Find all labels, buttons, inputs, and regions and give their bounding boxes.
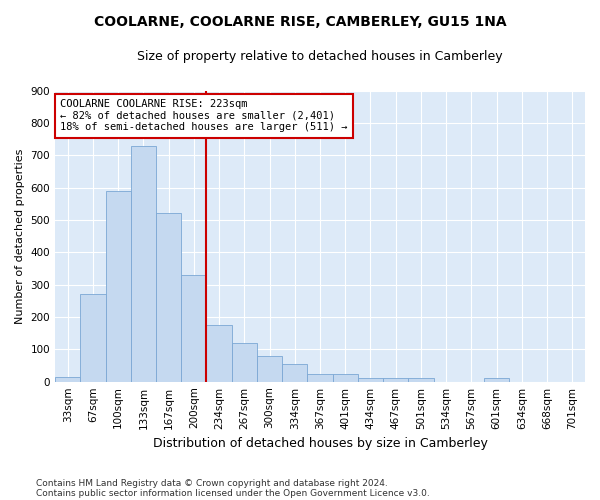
Bar bbox=[307, 374, 332, 382]
Text: COOLARNE, COOLARNE RISE, CAMBERLEY, GU15 1NA: COOLARNE, COOLARNE RISE, CAMBERLEY, GU15… bbox=[94, 15, 506, 29]
Y-axis label: Number of detached properties: Number of detached properties bbox=[15, 148, 25, 324]
Text: Contains public sector information licensed under the Open Government Licence v3: Contains public sector information licen… bbox=[36, 488, 430, 498]
Text: Contains HM Land Registry data © Crown copyright and database right 2024.: Contains HM Land Registry data © Crown c… bbox=[36, 478, 388, 488]
Bar bbox=[282, 364, 307, 382]
Bar bbox=[206, 325, 232, 382]
Bar bbox=[80, 294, 106, 382]
Bar bbox=[181, 275, 206, 382]
Text: COOLARNE COOLARNE RISE: 223sqm
← 82% of detached houses are smaller (2,401)
18% : COOLARNE COOLARNE RISE: 223sqm ← 82% of … bbox=[61, 100, 348, 132]
Bar bbox=[232, 343, 257, 382]
Bar bbox=[358, 378, 383, 382]
Bar bbox=[383, 378, 409, 382]
Bar bbox=[55, 377, 80, 382]
X-axis label: Distribution of detached houses by size in Camberley: Distribution of detached houses by size … bbox=[152, 437, 487, 450]
Title: Size of property relative to detached houses in Camberley: Size of property relative to detached ho… bbox=[137, 50, 503, 63]
Bar bbox=[156, 214, 181, 382]
Bar bbox=[332, 374, 358, 382]
Bar bbox=[257, 356, 282, 382]
Bar bbox=[484, 378, 509, 382]
Bar bbox=[106, 191, 131, 382]
Bar bbox=[131, 146, 156, 382]
Bar bbox=[409, 378, 434, 382]
